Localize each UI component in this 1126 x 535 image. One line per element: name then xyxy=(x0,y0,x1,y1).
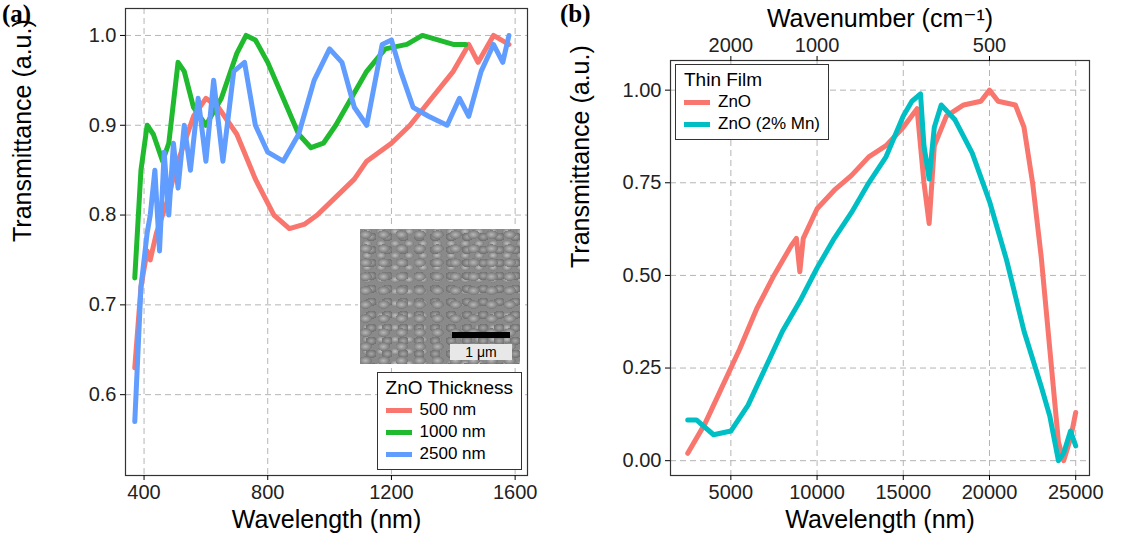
html-text:Thin Film: Thin Film xyxy=(684,69,763,90)
html-text:(b): (b) xyxy=(560,0,591,27)
svg-text:20000: 20000 xyxy=(962,481,1018,503)
svg-text:Transmittance (a.u.): Transmittance (a.u.) xyxy=(8,19,36,242)
svg-text:0.8: 0.8 xyxy=(89,203,117,225)
svg-text:Wavelength (nm): Wavelength (nm) xyxy=(232,505,421,533)
svg-text:2000: 2000 xyxy=(709,34,754,56)
svg-text:0.25: 0.25 xyxy=(623,356,662,378)
svg-text:Transmittance (a.u.): Transmittance (a.u.) xyxy=(566,45,594,268)
svg-text:0.6: 0.6 xyxy=(89,383,117,405)
html-text:500 nm: 500 nm xyxy=(419,400,477,419)
svg-text:0.50: 0.50 xyxy=(623,264,662,286)
svg-text:500: 500 xyxy=(973,34,1006,56)
svg-text:0.75: 0.75 xyxy=(623,171,662,193)
svg-text:Wavelength (nm): Wavelength (nm) xyxy=(785,505,974,533)
html-text:1000 nm: 1000 nm xyxy=(419,422,486,441)
svg-text:1200: 1200 xyxy=(369,481,414,503)
svg-text:Wavenumber (cm⁻¹): Wavenumber (cm⁻¹) xyxy=(767,4,993,32)
svg-text:1000: 1000 xyxy=(795,34,840,56)
svg-text:15000: 15000 xyxy=(875,481,931,503)
svg-text:1.00: 1.00 xyxy=(623,79,662,101)
svg-text:0.00: 0.00 xyxy=(623,449,662,471)
html-text:1 μm: 1 μm xyxy=(465,344,497,360)
svg-text:0.9: 0.9 xyxy=(89,114,117,136)
html-text:ZnO: ZnO xyxy=(718,92,752,111)
svg-text:5000: 5000 xyxy=(709,481,754,503)
svg-text:0.7: 0.7 xyxy=(89,293,117,315)
html-text:2500 nm: 2500 nm xyxy=(419,444,486,463)
html-text:ZnO (2% Mn): ZnO (2% Mn) xyxy=(718,114,820,133)
svg-text:400: 400 xyxy=(127,481,160,503)
svg-text:1600: 1600 xyxy=(493,481,538,503)
svg-text:10000: 10000 xyxy=(789,481,845,503)
svg-text:800: 800 xyxy=(251,481,284,503)
html-text:(a): (a) xyxy=(2,0,32,27)
svg-text:25000: 25000 xyxy=(1048,481,1104,503)
svg-text:1.0: 1.0 xyxy=(89,24,117,46)
html-text:ZnO Thickness: ZnO Thickness xyxy=(385,377,513,398)
